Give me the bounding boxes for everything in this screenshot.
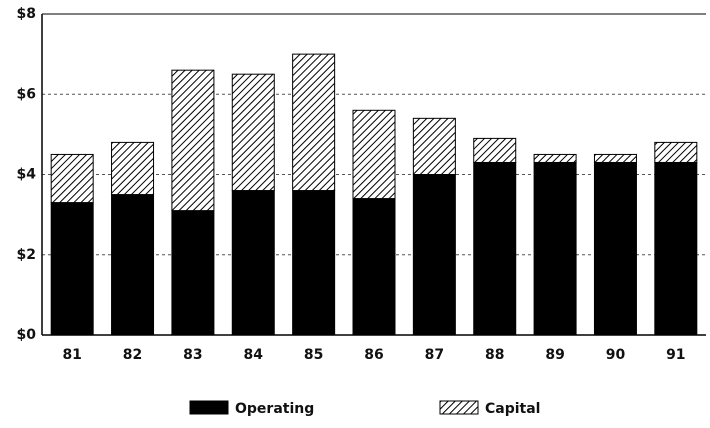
bar-segment (231, 73, 275, 192)
y-tick-label: $8 (17, 6, 36, 22)
x-tick-label: 86 (364, 347, 383, 363)
bar-segment (412, 117, 456, 175)
bar-segment (50, 153, 94, 204)
x-tick-label: 88 (485, 347, 504, 363)
x-tick-label: 81 (62, 347, 81, 363)
y-tick-label: $4 (17, 167, 37, 183)
y-tick-label: $6 (17, 86, 36, 102)
x-tick-label: 90 (606, 347, 626, 363)
legend-label: Operating (235, 401, 314, 417)
bar-segment (352, 109, 396, 200)
x-tick-label: 87 (425, 347, 444, 363)
y-tick-label: $0 (17, 327, 37, 343)
x-tick-label: 83 (183, 347, 202, 363)
x-tick-label: 84 (244, 347, 264, 363)
legend-swatch (189, 400, 229, 415)
bar-segment (533, 153, 577, 163)
legend-swatch (439, 400, 479, 415)
bar-segment (473, 137, 517, 163)
bar-segment (171, 69, 215, 212)
x-tick-label: 89 (545, 347, 564, 363)
x-tick-label: 82 (123, 347, 142, 363)
bar-segment (654, 161, 698, 336)
bar-segment (111, 141, 155, 196)
x-tick-label: 85 (304, 347, 323, 363)
bar-segment (231, 190, 275, 336)
bar-segment (292, 53, 336, 192)
bar-segment (111, 194, 155, 336)
x-tick-label: 91 (666, 347, 685, 363)
bar-segment (412, 174, 456, 336)
bar-segment (292, 190, 336, 336)
bar-segment (593, 161, 637, 336)
bar-segment (171, 210, 215, 336)
bar-segment (533, 161, 577, 336)
bar-segment (654, 141, 698, 163)
y-tick-label: $2 (17, 247, 36, 263)
bar-segment (473, 161, 517, 336)
legend-label: Capital (485, 401, 540, 417)
bar-segment (593, 153, 637, 163)
bar-segment (352, 198, 396, 336)
bar-segment (50, 202, 94, 336)
